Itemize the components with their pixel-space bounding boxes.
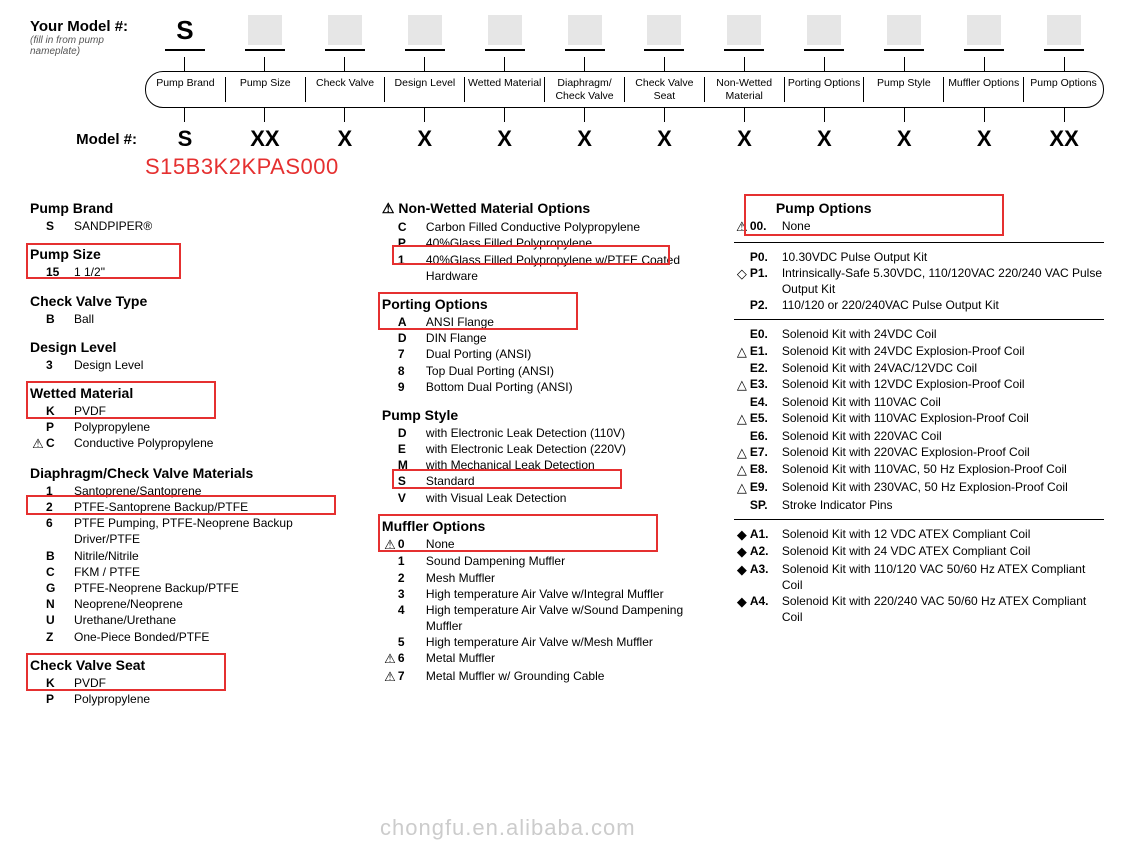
warning-icon: ⚠: [30, 435, 46, 453]
header-nonwetted: Non-Wetted Material: [705, 77, 785, 102]
header-design: Design Level: [385, 77, 465, 102]
diamond-outline-icon: ◇: [734, 265, 750, 283]
slot-diaphragm-input[interactable]: [568, 15, 602, 45]
header-diaphragm: Diaphragm/ Check Valve: [545, 77, 625, 102]
header-wetted: Wetted Material: [465, 77, 545, 102]
header-options: Pump Options: [1024, 77, 1103, 102]
highlight-box: [392, 245, 670, 265]
diamond-icon: ◆: [734, 543, 750, 561]
section-pump-options: Pump Options ⚠00.None P0.10.30VDC Pulse …: [734, 200, 1104, 625]
highlight-box: [378, 292, 578, 330]
highlight-box: [26, 495, 336, 515]
slot-brand-value: S: [145, 15, 225, 45]
highlight-box: [26, 381, 216, 419]
model-slots: S: [145, 15, 1104, 51]
header-checkvalve: Check Valve: [306, 77, 386, 102]
section-design-level: Design Level 3Design Level: [30, 339, 352, 373]
triangle-icon: △: [734, 343, 750, 361]
diamond-icon: ◆: [734, 561, 750, 579]
divider: [734, 242, 1104, 243]
column-headers: Pump Brand Pump Size Check Valve Design …: [145, 71, 1104, 108]
slot-seat-input[interactable]: [647, 15, 681, 45]
triangle-icon: △: [734, 461, 750, 479]
column-2: ⚠ Non-Wetted Material Options CCarbon Fi…: [382, 200, 704, 719]
model-configurator-header: Your Model #: (fill in from pump namepla…: [30, 15, 1104, 180]
header-muffler: Muffler Options: [944, 77, 1024, 102]
example-model-number: S15B3K2KPAS000: [145, 154, 1104, 180]
highlight-box: [26, 243, 181, 279]
slot-options-input[interactable]: [1047, 15, 1081, 45]
section-wetted-material: Wetted Material KPVDF PPolypropylene ⚠CC…: [30, 385, 352, 453]
column-1: Pump Brand SSANDPIPER® Pump Size 151 1/2…: [30, 200, 352, 719]
triangle-icon: △: [734, 444, 750, 462]
divider: [734, 319, 1104, 320]
section-nonwetted: ⚠ Non-Wetted Material Options CCarbon Fi…: [382, 200, 704, 284]
diamond-icon: ◆: [734, 593, 750, 611]
warning-icon: ⚠: [382, 668, 398, 686]
section-pump-size: Pump Size 151 1/2": [30, 246, 352, 280]
warning-icon: ⚠: [382, 200, 395, 216]
header-size: Pump Size: [226, 77, 306, 102]
highlight-box: [26, 653, 226, 691]
section-muffler: Muffler Options ⚠0None 1Sound Dampening …: [382, 518, 704, 686]
slot-porting-input[interactable]: [807, 15, 841, 45]
slot-muffler-input[interactable]: [967, 15, 1001, 45]
highlight-box: [392, 469, 622, 489]
divider: [734, 519, 1104, 520]
slot-design-input[interactable]: [408, 15, 442, 45]
options-content: Pump Brand SSANDPIPER® Pump Size 151 1/2…: [30, 200, 1104, 719]
section-porting: Porting Options AANSI Flange DDIN Flange…: [382, 296, 704, 395]
header-brand: Pump Brand: [146, 77, 226, 102]
slot-checkvalve-input[interactable]: [328, 15, 362, 45]
slot-size-input[interactable]: [248, 15, 282, 45]
section-checkvalve-type: Check Valve Type BBall: [30, 293, 352, 327]
diamond-icon: ◆: [734, 526, 750, 544]
watermark: chongfu.en.alibaba.com: [380, 815, 636, 841]
slot-nonwetted-input[interactable]: [727, 15, 761, 45]
section-pump-brand: Pump Brand SSANDPIPER®: [30, 200, 352, 234]
header-style: Pump Style: [864, 77, 944, 102]
slot-wetted-input[interactable]: [488, 15, 522, 45]
model-number-label: Model #:: [30, 131, 145, 148]
header-seat: Check Valve Seat: [625, 77, 705, 102]
section-checkvalve-seat: Check Valve Seat KPVDF PPolypropylene: [30, 657, 352, 707]
model-number-pattern: S XX X X X X X X X X X XX: [145, 126, 1104, 152]
header-porting: Porting Options: [785, 77, 865, 102]
slot-style-input[interactable]: [887, 15, 921, 45]
triangle-icon: △: [734, 479, 750, 497]
triangle-icon: △: [734, 376, 750, 394]
highlight-box: [744, 194, 1004, 236]
your-model-label: Your Model #: (fill in from pump namepla…: [30, 15, 145, 57]
highlight-box: [378, 514, 658, 552]
section-pump-style: Pump Style Dwith Electronic Leak Detecti…: [382, 407, 704, 506]
triangle-icon: △: [734, 410, 750, 428]
column-3: Pump Options ⚠00.None P0.10.30VDC Pulse …: [734, 200, 1104, 719]
warning-icon: ⚠: [382, 650, 398, 668]
section-diaphragm: Diaphragm/Check Valve Materials 1Santopr…: [30, 465, 352, 645]
